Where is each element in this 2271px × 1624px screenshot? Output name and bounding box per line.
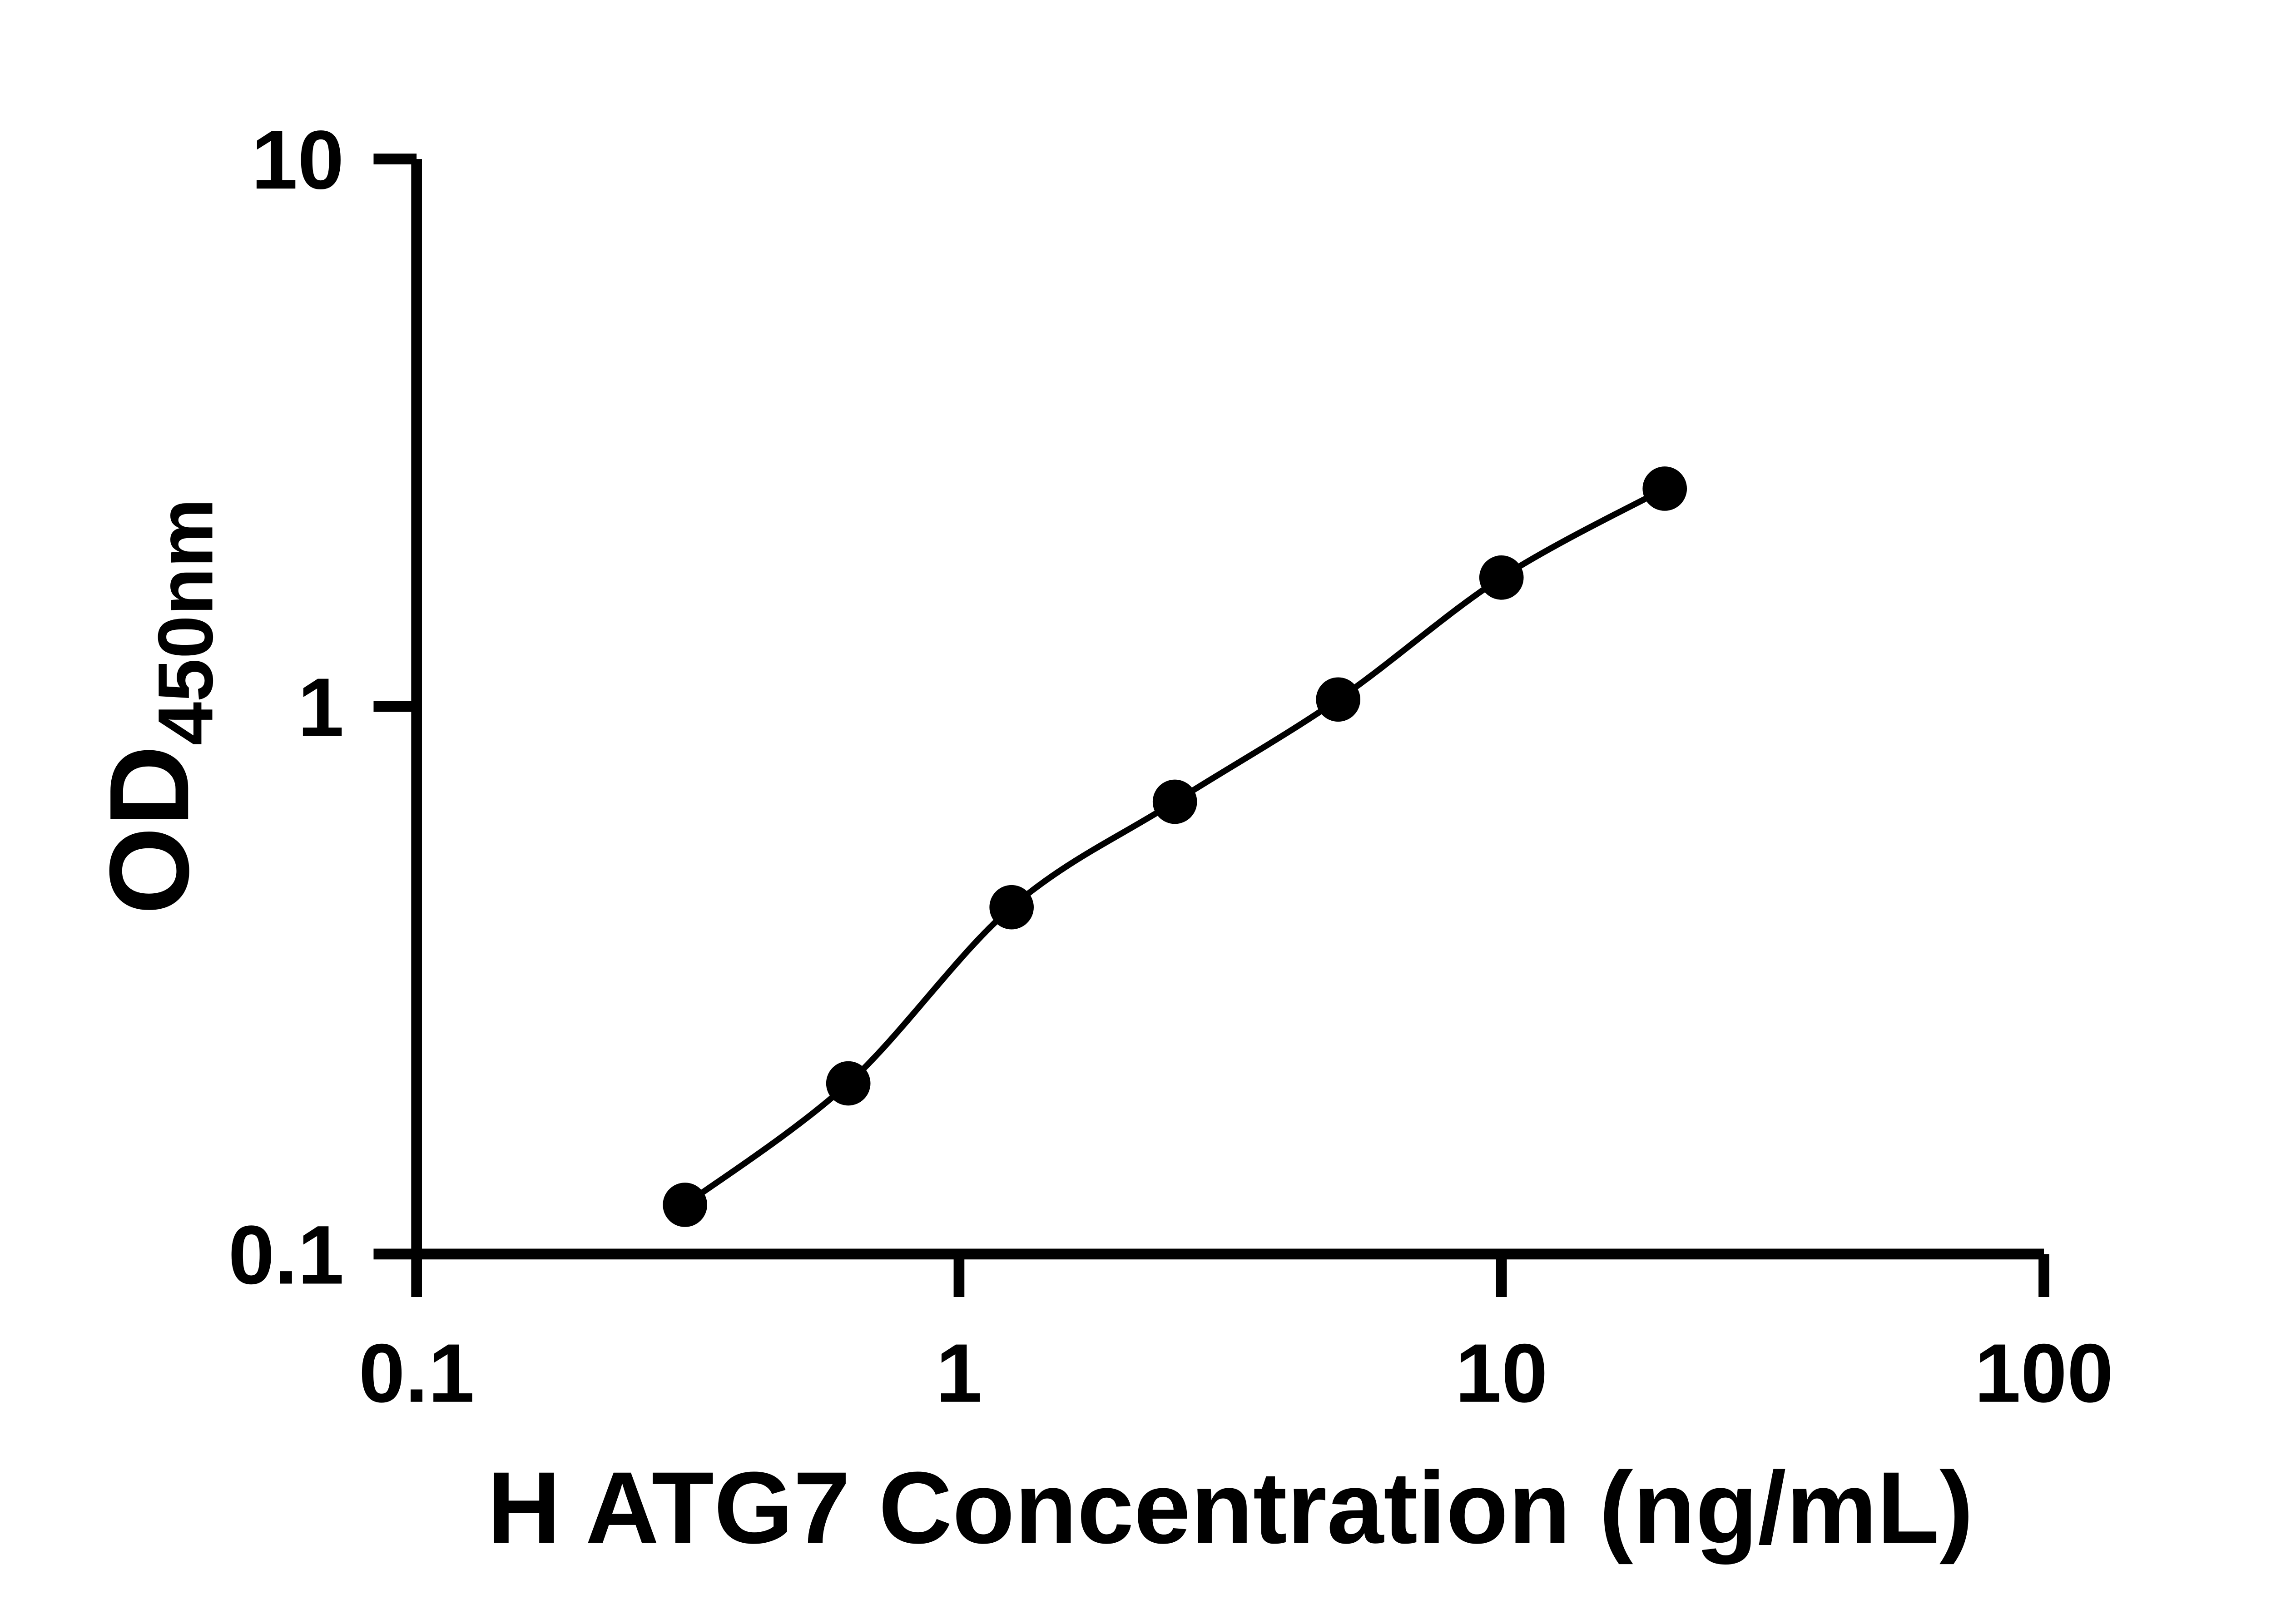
x-tick-label: 1 <box>936 1327 982 1420</box>
y-tick-label: 10 <box>251 113 344 206</box>
data-point-marker <box>1316 677 1361 722</box>
x-tick-label: 10 <box>1455 1327 1548 1420</box>
x-tick-label: 0.1 <box>359 1327 475 1420</box>
data-point-marker <box>826 1061 871 1106</box>
y-axis-title: OD450nm <box>86 499 229 915</box>
data-point-marker <box>1479 555 1524 600</box>
data-point-marker <box>989 885 1034 930</box>
y-tick-label: 0.1 <box>228 1208 344 1301</box>
axis-lines <box>411 159 2044 1260</box>
y-tick-label: 1 <box>298 661 344 754</box>
data-point-marker <box>1642 466 1687 511</box>
data-point-marker <box>663 1183 707 1227</box>
x-axis-title: H ATG7 Concentration (ng/mL) <box>487 1450 1973 1565</box>
y-axis-title-subscript: 450nm <box>142 499 229 746</box>
y-axis-title-main: OD <box>86 745 212 915</box>
data-point-marker <box>1152 779 1197 824</box>
x-tick-label: 100 <box>1974 1327 2113 1420</box>
